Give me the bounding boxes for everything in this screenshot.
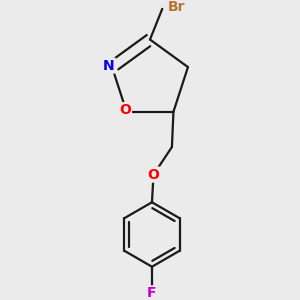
Text: Br: Br xyxy=(167,0,185,14)
Text: F: F xyxy=(147,286,157,300)
Text: O: O xyxy=(119,103,131,117)
Text: O: O xyxy=(148,168,159,182)
Text: N: N xyxy=(103,58,115,73)
